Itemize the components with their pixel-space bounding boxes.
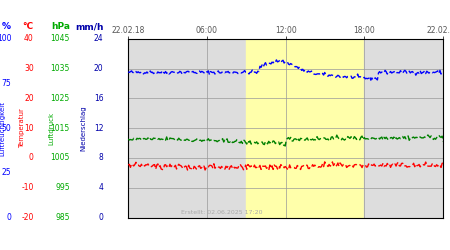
Text: 0: 0	[29, 154, 34, 162]
Text: 1045: 1045	[50, 34, 70, 43]
Text: -10: -10	[22, 183, 34, 192]
Text: 40: 40	[24, 34, 34, 43]
Text: 1005: 1005	[50, 154, 70, 162]
Text: Temperatur: Temperatur	[19, 108, 26, 148]
Text: 20: 20	[94, 64, 104, 73]
Text: 50: 50	[1, 124, 11, 132]
Text: 0: 0	[6, 213, 11, 222]
Text: 20: 20	[24, 94, 34, 103]
Bar	[128, 39, 247, 218]
Text: °C: °C	[22, 22, 34, 31]
Text: hPa: hPa	[51, 22, 70, 31]
Text: 995: 995	[55, 183, 70, 192]
Text: 1015: 1015	[50, 124, 70, 132]
Text: 100: 100	[0, 34, 11, 43]
Text: Niederschlag: Niederschlag	[80, 105, 86, 151]
Text: 985: 985	[55, 213, 70, 222]
Text: Luftfeuchtigkeit: Luftfeuchtigkeit	[0, 100, 5, 156]
Text: 30: 30	[24, 64, 34, 73]
Text: 0: 0	[99, 213, 104, 222]
Bar	[364, 39, 443, 218]
Text: 10: 10	[24, 124, 34, 132]
Text: 75: 75	[1, 79, 11, 88]
Text: Erstellt: 02.06.2025 17:20: Erstellt: 02.06.2025 17:20	[181, 210, 262, 214]
Text: 4: 4	[99, 183, 104, 192]
Text: 16: 16	[94, 94, 104, 103]
Text: Luftdruck: Luftdruck	[49, 112, 55, 145]
Text: 25: 25	[2, 168, 11, 177]
Text: 1035: 1035	[50, 64, 70, 73]
Text: %: %	[2, 22, 11, 31]
Text: 8: 8	[99, 154, 104, 162]
Text: mm/h: mm/h	[75, 22, 104, 31]
Text: 12: 12	[94, 124, 104, 132]
Text: 1025: 1025	[50, 94, 70, 103]
Bar	[247, 39, 364, 218]
Text: 24: 24	[94, 34, 104, 43]
Text: -20: -20	[22, 213, 34, 222]
